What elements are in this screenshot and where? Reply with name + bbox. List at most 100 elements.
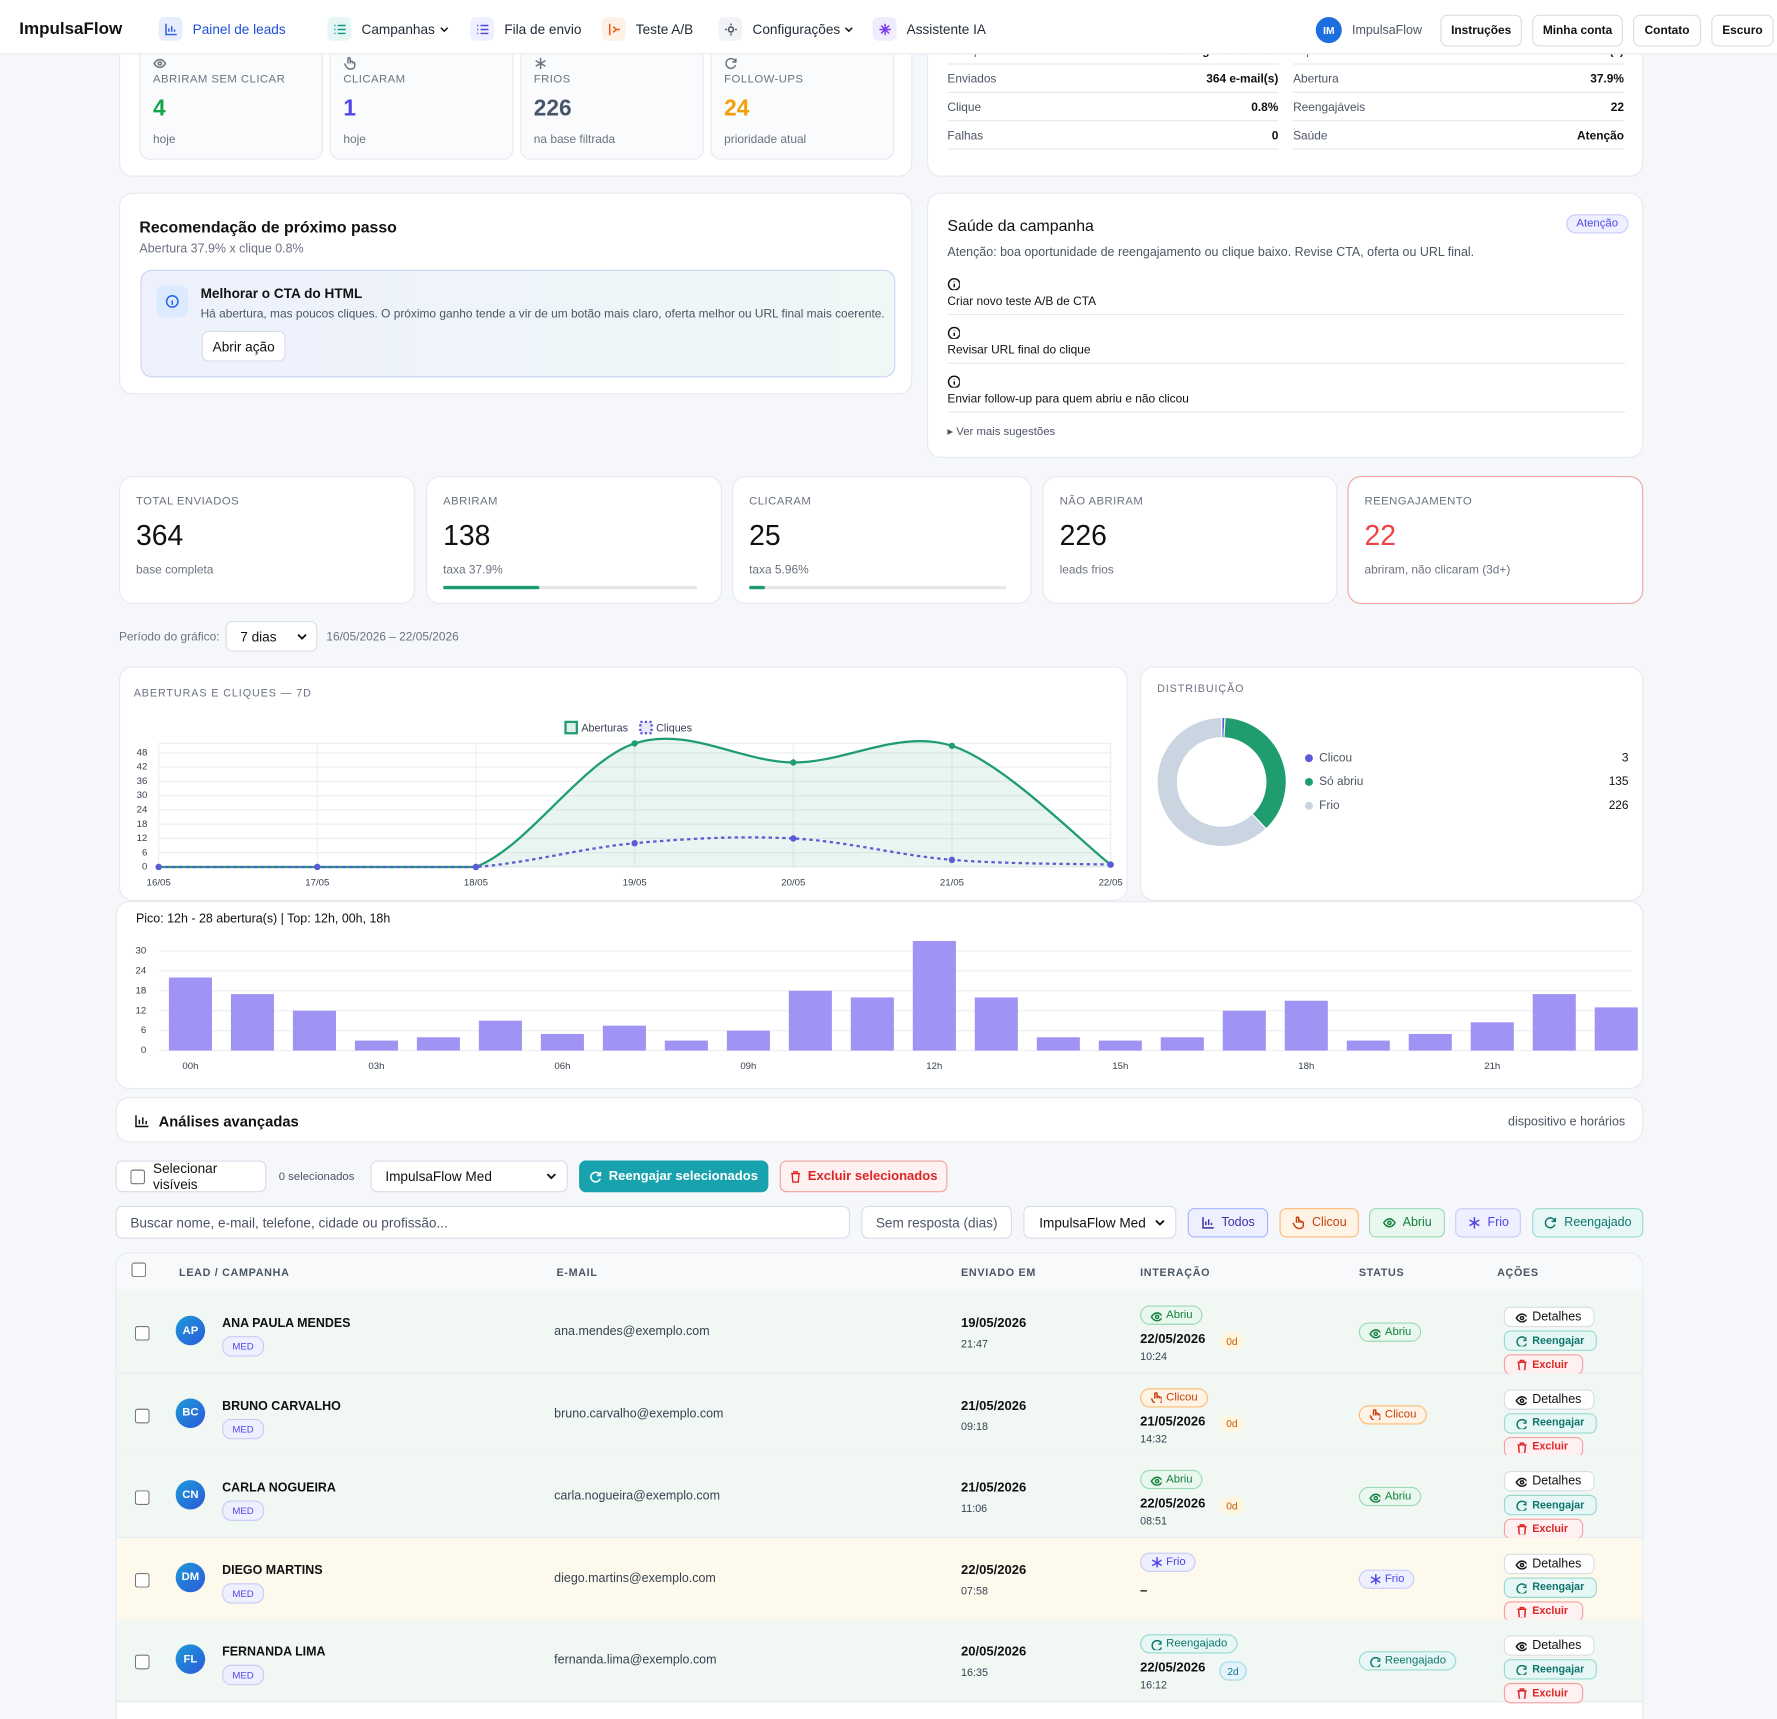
action-button[interactable]: Reengajar [1503,1494,1597,1516]
icon-path [476,24,488,34]
select-visible[interactable]: Selecionar visíveis [115,1160,267,1193]
bar [1532,994,1576,1051]
lead-avatar: CN [175,1480,206,1510]
mini-note: prioridade atual [724,132,807,147]
filter-chip[interactable]: Clicou [1279,1208,1359,1238]
nav-item[interactable]: Painel de leads [158,16,286,41]
nav-item[interactable]: Fila de envio [470,16,581,41]
y-tick-label: 24 [135,965,146,976]
rec-box-title: Melhorar o CTA do HTML [200,285,363,302]
data-point [948,856,956,864]
nav-item[interactable]: Assistente IA [872,16,986,41]
reengage-button[interactable]: Reengajar selecionados [579,1160,769,1193]
nav-button[interactable]: Escuro [1711,14,1774,47]
rec-box: Melhorar o CTA do HTML Há abertura, mas … [140,269,896,378]
icon [1545,1217,1557,1229]
action-button[interactable]: Reengajar [1503,1576,1597,1598]
x-tick-label: 12h [926,1061,942,1072]
campaign-filter[interactable]: ImpulsaFlow Med [1023,1205,1177,1239]
action-button[interactable]: Detalhes [1503,1306,1595,1328]
summary-value: 37.9% [1590,72,1625,87]
period-label: Período do gráfico: [118,630,220,644]
campaign-select[interactable]: ImpulsaFlow Med [370,1160,568,1193]
action-button[interactable]: Excluir [1503,1682,1584,1704]
x-tick-label: 15h [1112,1061,1128,1072]
action-button[interactable]: Excluir [1503,1600,1584,1622]
health-title: Saúde da campanha [947,216,1094,235]
action-button[interactable]: Reengajar [1503,1412,1597,1434]
bar [292,1010,336,1051]
nav-button[interactable]: Contato [1633,14,1702,47]
nav-item[interactable]: Configurações [718,16,854,41]
row-checkbox[interactable] [134,1654,150,1670]
health-item: Criar novo teste A/B de CTA [947,294,1097,309]
y-tick-label: 24 [137,805,148,816]
summary-label: Clique [947,100,982,115]
icon-path [333,24,346,34]
icon-path [1370,1656,1381,1667]
no-reply-input[interactable]: Sem resposta (dias) [861,1205,1013,1239]
open-action-button[interactable]: Abrir ação [201,330,286,362]
icon-path [1545,1217,1557,1229]
filter-chip[interactable]: Frio [1455,1208,1521,1238]
action-button[interactable]: Detalhes [1503,1635,1595,1656]
nav-icon [601,16,626,41]
action-button[interactable]: Excluir [1503,1518,1584,1540]
header-checkbox[interactable] [131,1262,147,1278]
action-button[interactable]: Detalhes [1503,1553,1595,1574]
kpi-label: ABRIRAM [443,495,498,508]
icon [535,57,546,70]
status-badge-label: Clicou [1384,1408,1417,1421]
row-checkbox[interactable] [134,1408,150,1423]
action-button[interactable]: Detalhes [1503,1471,1595,1492]
filter-chip[interactable]: Reengajado [1532,1208,1644,1238]
bar [912,940,956,1051]
nav-item[interactable]: Teste A/B [601,16,694,41]
action-button[interactable]: Detalhes [1503,1388,1595,1410]
action-button[interactable]: Reengajar [1503,1659,1597,1680]
icon [947,375,960,388]
icon [1516,1582,1527,1593]
data-point [472,863,480,871]
nav-label: Teste A/B [635,20,694,37]
filter-chip[interactable]: Abriu [1369,1208,1445,1238]
action-button[interactable]: Excluir [1503,1354,1584,1375]
icon-path [1517,1359,1527,1371]
sent-date: 19/05/2026 [961,1316,1027,1331]
nav-button[interactable]: Minha conta [1532,14,1623,47]
advanced-panel[interactable]: Análises avançadas dispositivo e horário… [115,1097,1644,1143]
icon [1517,1359,1527,1371]
icon-path [1150,1475,1162,1486]
filter-chip[interactable]: Todos [1187,1208,1269,1238]
legend-dot [1304,754,1313,763]
nav-icon [718,16,743,41]
icon-path [535,57,546,70]
interaction-badge: Frio [1140,1552,1196,1572]
action-button[interactable]: Reengajar [1503,1330,1597,1351]
search-input[interactable]: Buscar nome, e-mail, telefone, cidade ou… [115,1205,850,1239]
icon-path [725,57,737,70]
legend-value: 226 [1609,798,1629,812]
row-checkbox[interactable] [134,1490,150,1506]
summary-divider [947,91,1279,93]
action-label: Detalhes [1532,1310,1582,1324]
action-label: Excluir [1532,1358,1569,1371]
icon [440,26,448,32]
column-header: ENVIADO EM [961,1267,1037,1280]
period-select[interactable]: 7 dias [225,621,318,652]
y-tick-label: 18 [137,819,148,830]
more-suggestions[interactable]: ▸ Ver mais sugestões [947,426,1056,439]
row-checkbox[interactable] [134,1572,150,1588]
kpi-note: leads frios [1059,563,1114,577]
nav-button[interactable]: Instruções [1440,14,1523,47]
row-checkbox[interactable] [134,1325,150,1341]
bar [1594,1007,1638,1051]
checkbox[interactable] [130,1168,146,1184]
column-header: LEAD / CAMPANHA [179,1267,290,1280]
delete-button[interactable]: Excluir selecionados [779,1160,948,1193]
nav-item[interactable]: Campanhas [327,16,449,41]
action-label: Excluir [1532,1686,1569,1700]
mini-note: hoje [343,132,366,147]
